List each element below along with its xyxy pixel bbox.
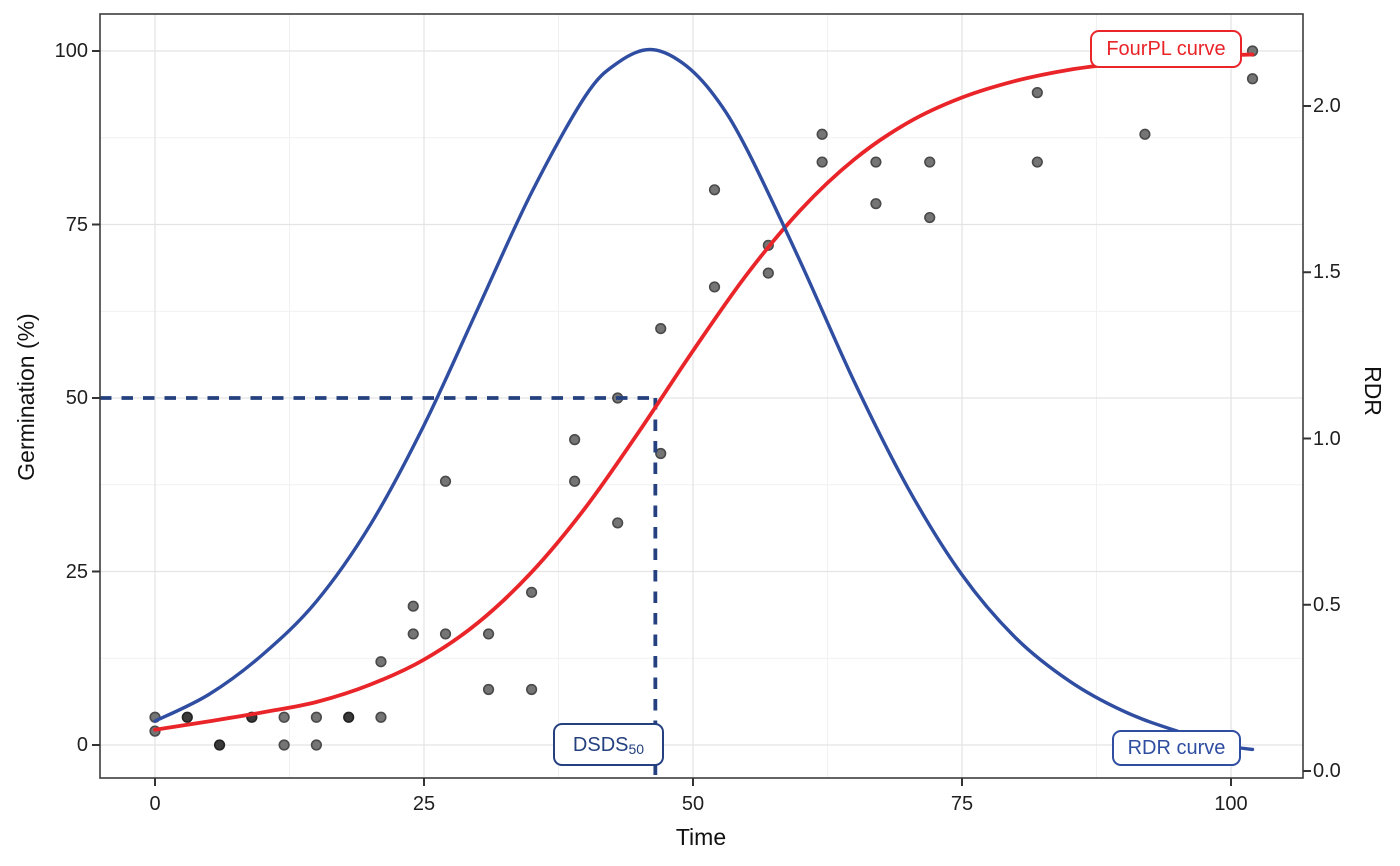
y-left-tick-label: 0: [76, 734, 88, 756]
y-left-tick-label: 100: [54, 40, 88, 62]
y-right-tick-label: 1.0: [1313, 427, 1341, 450]
rdr-curve-label-text: RDR curve: [1127, 737, 1226, 759]
data-point: [375, 711, 387, 723]
fourpl-curve-label-text: FourPL curve: [1106, 38, 1226, 60]
x-tick-label: 75: [950, 793, 974, 815]
y-right-tick-label: 2.0: [1313, 95, 1341, 117]
data-point: [924, 156, 936, 168]
y-left-axis-title: Germination (%): [13, 313, 39, 481]
y-left-tick-label: 75: [65, 213, 88, 236]
data-point: [816, 156, 828, 168]
data-point: [278, 739, 290, 751]
data-point: [569, 434, 581, 446]
y-left-tick-label: 50: [65, 387, 88, 409]
data-point: [310, 739, 323, 751]
rdr-curve-line: [153, 47, 1255, 752]
data-point: [439, 628, 452, 640]
x-axis-title: Time: [675, 824, 727, 850]
data-point: [482, 628, 495, 640]
data-point: [343, 711, 355, 723]
data-point: [439, 475, 452, 487]
data-point: [213, 739, 226, 751]
fourpl-curve-line: [153, 52, 1255, 732]
y-right-axis-title: RDR: [1360, 366, 1386, 416]
data-point: [655, 447, 667, 460]
panel-background: [100, 14, 1303, 778]
data-point: [181, 711, 193, 723]
data-point: [708, 281, 721, 293]
data-point: [1031, 156, 1043, 168]
data-point: [407, 600, 419, 612]
x-tick-label: 100: [1214, 793, 1248, 815]
dsds50-label-text: DSDS: [572, 733, 629, 756]
data-point: [924, 211, 936, 224]
panel-border: [99, 13, 1304, 779]
data-point: [816, 128, 828, 140]
data-point: [870, 156, 882, 168]
x-tick-label: 50: [681, 793, 705, 815]
data-point: [569, 475, 581, 487]
data-point: [1246, 73, 1259, 85]
data-point: [708, 184, 721, 196]
rdr-curve-label: RDR curve: [1112, 730, 1241, 766]
data-point: [375, 656, 387, 668]
y-left-tick-label: 25: [65, 560, 88, 583]
dsds50-label-subscript: 50: [628, 740, 645, 757]
data-point: [525, 683, 538, 696]
data-point: [310, 711, 323, 723]
data-point: [1139, 128, 1151, 140]
fourpl-curve-label: FourPL curve: [1090, 30, 1242, 68]
y-right-tick-label: 0.0: [1313, 760, 1341, 782]
data-point: [525, 586, 538, 598]
data-point: [482, 683, 495, 696]
y-right-tick-label: 0.5: [1313, 593, 1341, 616]
data-point: [1031, 87, 1043, 99]
data-point: [762, 267, 774, 279]
data-point: [407, 628, 419, 640]
dsds50-label: DSDS 50: [553, 723, 664, 766]
y-right-tick-label: 1.5: [1313, 261, 1341, 284]
data-point: [278, 711, 290, 723]
x-tick-label: 0: [149, 793, 161, 815]
x-tick-label: 25: [412, 793, 436, 815]
data-point: [655, 323, 667, 335]
data-point: [870, 198, 882, 210]
data-point: [612, 517, 624, 529]
